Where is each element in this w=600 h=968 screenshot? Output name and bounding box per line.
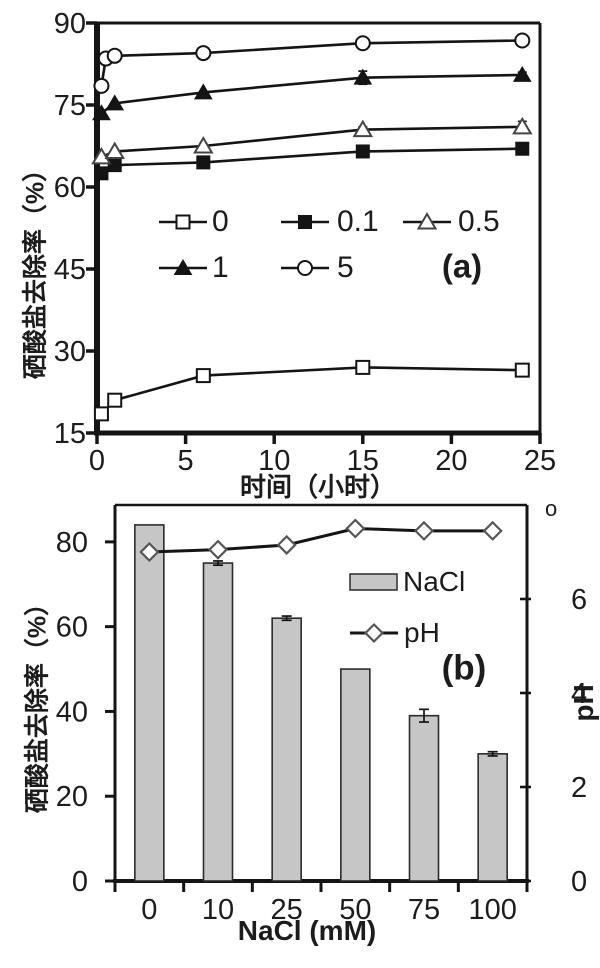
chart-b-ph-line — [149, 526, 493, 554]
chart-a-x-axis-title: 时间（小时） — [239, 472, 397, 502]
marker-square-filled — [355, 144, 370, 159]
legend-b-nacl-label: NaCl — [403, 566, 466, 597]
marker-diamond-open — [207, 539, 229, 560]
marker-circle-open — [195, 45, 212, 62]
legend-a-label-1: 1 — [212, 251, 229, 284]
chart-a-series-line-0 — [100, 366, 523, 415]
marker-circle-open — [106, 47, 123, 64]
chart-a-x-tick-label: 15 — [347, 445, 379, 477]
legend-b-nacl-swatch — [349, 573, 398, 591]
chart-b-right-axis-top-mark: o — [545, 496, 557, 521]
chart-a-x-tick-label: 5 — [178, 445, 194, 477]
chart-a-y-tick-label: 60 — [54, 172, 86, 204]
chart-b-y-axis-title-right: pH — [568, 684, 599, 722]
legend-a-label-0_1: 0.1 — [337, 205, 379, 238]
chart-b-right-tick-label: 2 — [571, 772, 587, 804]
chart-b-y-axis-title-left: 硒酸盐去除率（%） — [23, 590, 52, 814]
marker-triangle-filled — [173, 259, 193, 275]
chart-a-series-line-1 — [100, 73, 523, 115]
chart-a-series-line-0.5 — [100, 125, 523, 159]
marker-triangle-filled — [512, 65, 532, 82]
marker-square-open — [195, 368, 211, 384]
marker-square-open — [175, 214, 191, 230]
chart-a-y-tick-label: 30 — [54, 336, 86, 368]
marker-square-filled — [298, 215, 312, 229]
marker-diamond-open — [276, 534, 297, 556]
marker-triangle-open — [193, 136, 214, 154]
marker-triangle-filled — [105, 94, 125, 111]
marker-triangle-filled — [92, 104, 111, 121]
marker-diamond-open — [345, 518, 366, 539]
chart-a-y-tick-label: 90 — [54, 8, 86, 40]
marker-diamond-open — [139, 541, 160, 563]
marker-circle-open — [297, 260, 313, 276]
chart-b-left-tick-label: 40 — [56, 696, 88, 728]
legend-a-label-0_5: 0.5 — [458, 205, 500, 238]
chart-a-y-tick-label: 45 — [54, 254, 86, 286]
chart-b-bar-0 — [134, 524, 165, 882]
marker-circle-open — [93, 77, 110, 94]
chart-b-x-tick-label: 50 — [339, 894, 371, 926]
marker-diamond-open — [413, 520, 435, 541]
panel-label-b: (b) — [441, 648, 487, 688]
chart-b-bar-25 — [271, 617, 302, 882]
chart-a-x-tick-label: 25 — [524, 445, 556, 477]
marker-circle-open — [514, 32, 531, 49]
marker-square-filled — [107, 158, 122, 173]
marker-diamond-open — [363, 622, 385, 644]
legend-a-label-5: 5 — [337, 251, 354, 284]
marker-square-open — [107, 392, 123, 408]
chart-b-x-axis-title: NaCl (mM) — [237, 915, 377, 946]
chart-a-x-tick-label: 0 — [89, 445, 105, 477]
chart-b-x-tick-label: 100 — [468, 894, 516, 926]
marker-triangle-open — [352, 119, 374, 138]
marker-triangle-open — [104, 141, 125, 159]
chart-a-series-line-0.1 — [100, 147, 523, 175]
legend-b-ph-label: pH — [404, 617, 440, 648]
marker-square-open — [93, 406, 109, 422]
chart-b-bar-100 — [477, 753, 508, 882]
chart-a-y-tick-label: 15 — [54, 418, 86, 450]
chart-b-right-tick-label: 0 — [571, 866, 587, 898]
marker-square-filled — [515, 141, 530, 156]
marker-diamond-open — [482, 520, 503, 541]
chart-b-bar-10 — [202, 562, 234, 882]
chart-a-series-line-5 — [100, 39, 523, 87]
chart-b-x-tick-label: 0 — [141, 894, 157, 926]
chart-b-bar-50 — [340, 668, 371, 882]
marker-triangle-filled — [193, 83, 213, 100]
chart-b-bar-75 — [408, 714, 440, 882]
marker-square-open — [514, 362, 530, 378]
chart-b-right-tick-label: 6 — [571, 584, 587, 616]
chart-b-right-tick-label: 4 — [571, 678, 587, 710]
chart-b-left-tick-label: 20 — [56, 781, 88, 813]
legend-a-label-0: 0 — [212, 205, 229, 238]
chart-a-x-tick-label: 10 — [258, 445, 290, 477]
chart-b-left-tick-label: 60 — [56, 612, 88, 644]
chart-b-x-tick-label: 75 — [408, 894, 440, 926]
chart-b-x-tick-label: 25 — [271, 894, 303, 926]
marker-circle-open — [354, 35, 371, 52]
marker-triangle-filled — [353, 68, 373, 85]
chart-b-x-tick-label: 10 — [202, 894, 234, 926]
chart-b-left-tick-label: 0 — [72, 866, 88, 898]
panel-label-a: (a) — [441, 247, 483, 285]
marker-square-filled — [94, 166, 109, 181]
marker-triangle-open — [416, 212, 438, 230]
chart-a-x-tick-label: 20 — [435, 445, 467, 477]
chart-b-left-tick-label: 80 — [56, 527, 88, 559]
chart-a-y-tick-label: 75 — [54, 90, 86, 122]
marker-square-filled — [196, 155, 211, 170]
marker-square-open — [355, 359, 371, 375]
marker-triangle-open — [512, 116, 533, 135]
marker-triangle-open — [91, 146, 112, 165]
chart-a-y-axis-title: 硒酸盐去除率（%） — [21, 156, 50, 380]
